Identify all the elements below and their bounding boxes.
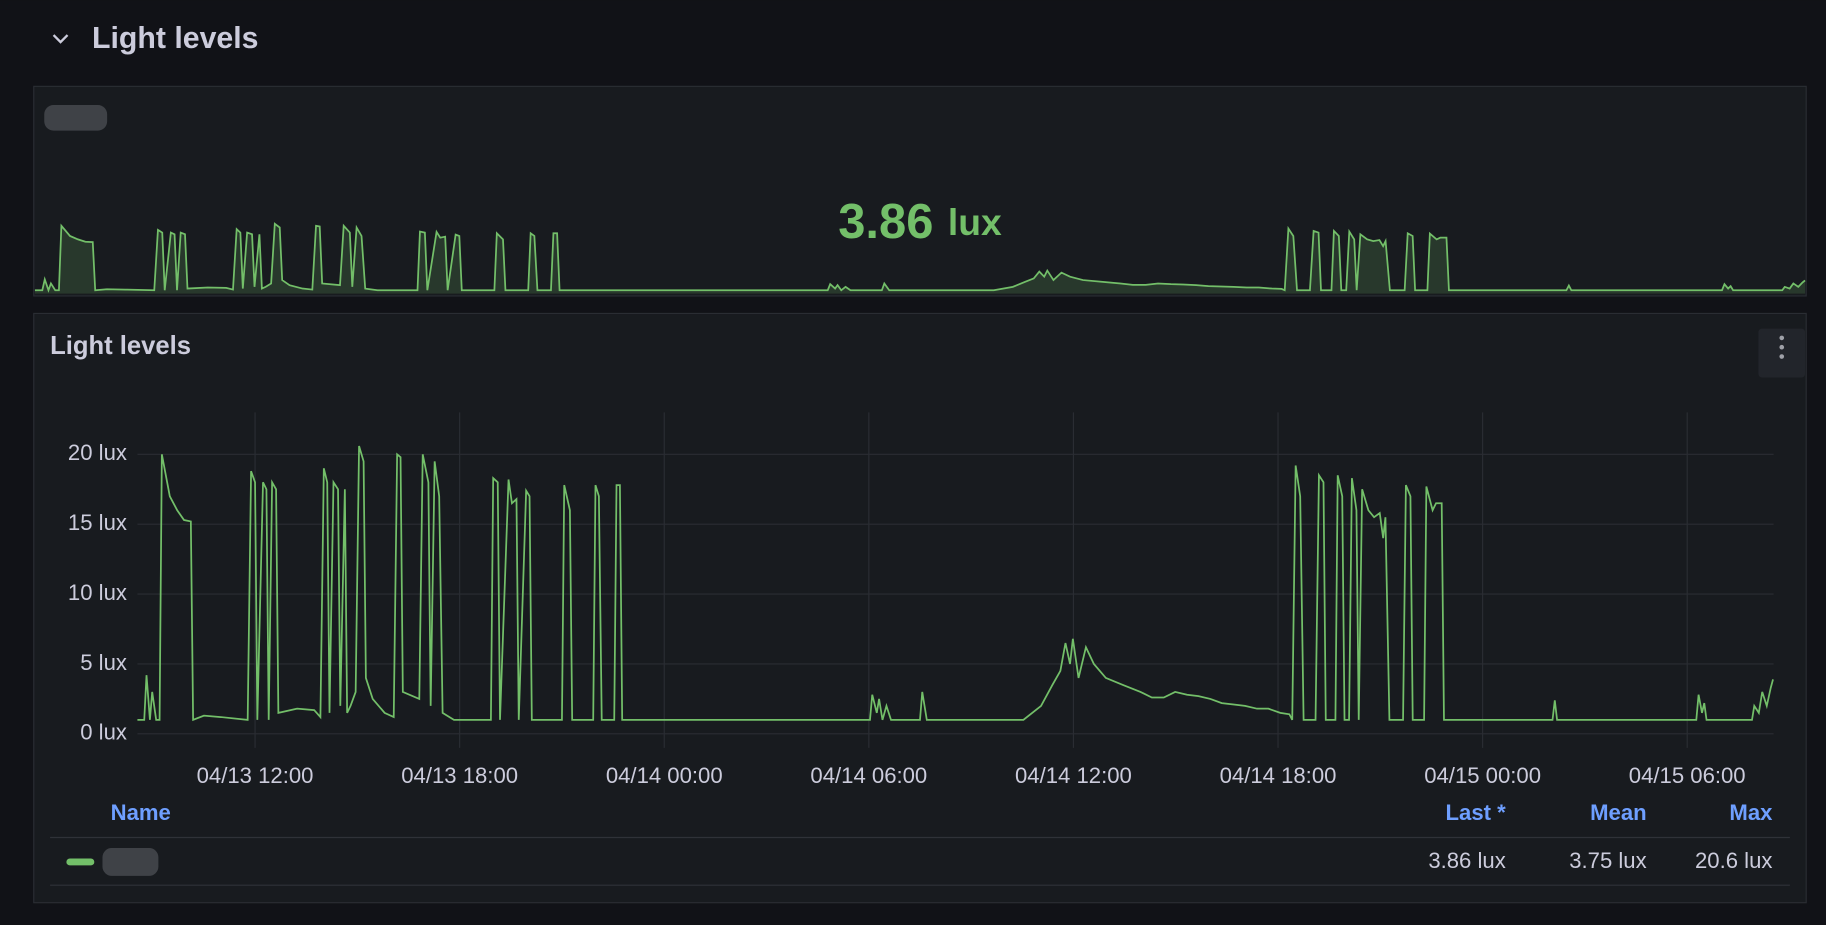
panel-menu[interactable] [1758,328,1806,378]
y-tick-label: 5 lux [80,650,127,675]
y-tick-label: 10 lux [68,580,127,605]
blurred-title [44,104,108,131]
collapse-chevron[interactable] [52,34,69,44]
timeseries-panel [33,312,1807,904]
y-tick-label: 15 lux [68,510,127,535]
legend-value: 3.75 lux [1569,848,1646,873]
x-tick-label: 04/14 00:00 [606,763,723,788]
x-tick-label: 04/13 12:00 [197,763,314,788]
chart-layer: 0 lux 5 lux 10 lux 15 lux 20 lux 04/13 12:00 0… [34,222,1806,886]
stat-unit: lux [948,201,1002,243]
stat-value: 3.86 lux [838,195,1002,249]
sparkline [34,222,1806,293]
menu-dot [1779,344,1785,350]
x-tick-label: 04/15 06:00 [1629,763,1746,788]
y-tick-label: 0 lux [80,720,127,745]
x-tick-label: 04/14 06:00 [810,763,927,788]
legend-header: Mean [1590,800,1647,825]
row-title[interactable]: Light levels [92,22,259,55]
legend-header: Name [111,800,171,825]
menu-dot [1779,335,1785,341]
x-tick-label: 04/15 00:00 [1424,763,1541,788]
y-tick-label: 20 lux [68,440,127,465]
stat-number: 3.86 [838,195,933,249]
series-line [137,445,1774,722]
sparkline-area [34,223,1806,294]
legend-header: Last * [1446,800,1507,825]
x-tick-label: 04/14 18:00 [1220,763,1337,788]
blurred-series-name [102,847,159,876]
x-tick-label: 04/13 18:00 [401,763,518,788]
menu-dot [1779,354,1785,359]
legend-header: Max [1729,800,1773,825]
stat-panel [33,85,1807,297]
legend-value: 20.6 lux [1695,848,1772,873]
panel-title: Light levels [50,332,191,360]
x-tick-label: 04/14 12:00 [1015,763,1132,788]
legend-value: 3.86 lux [1428,848,1505,873]
